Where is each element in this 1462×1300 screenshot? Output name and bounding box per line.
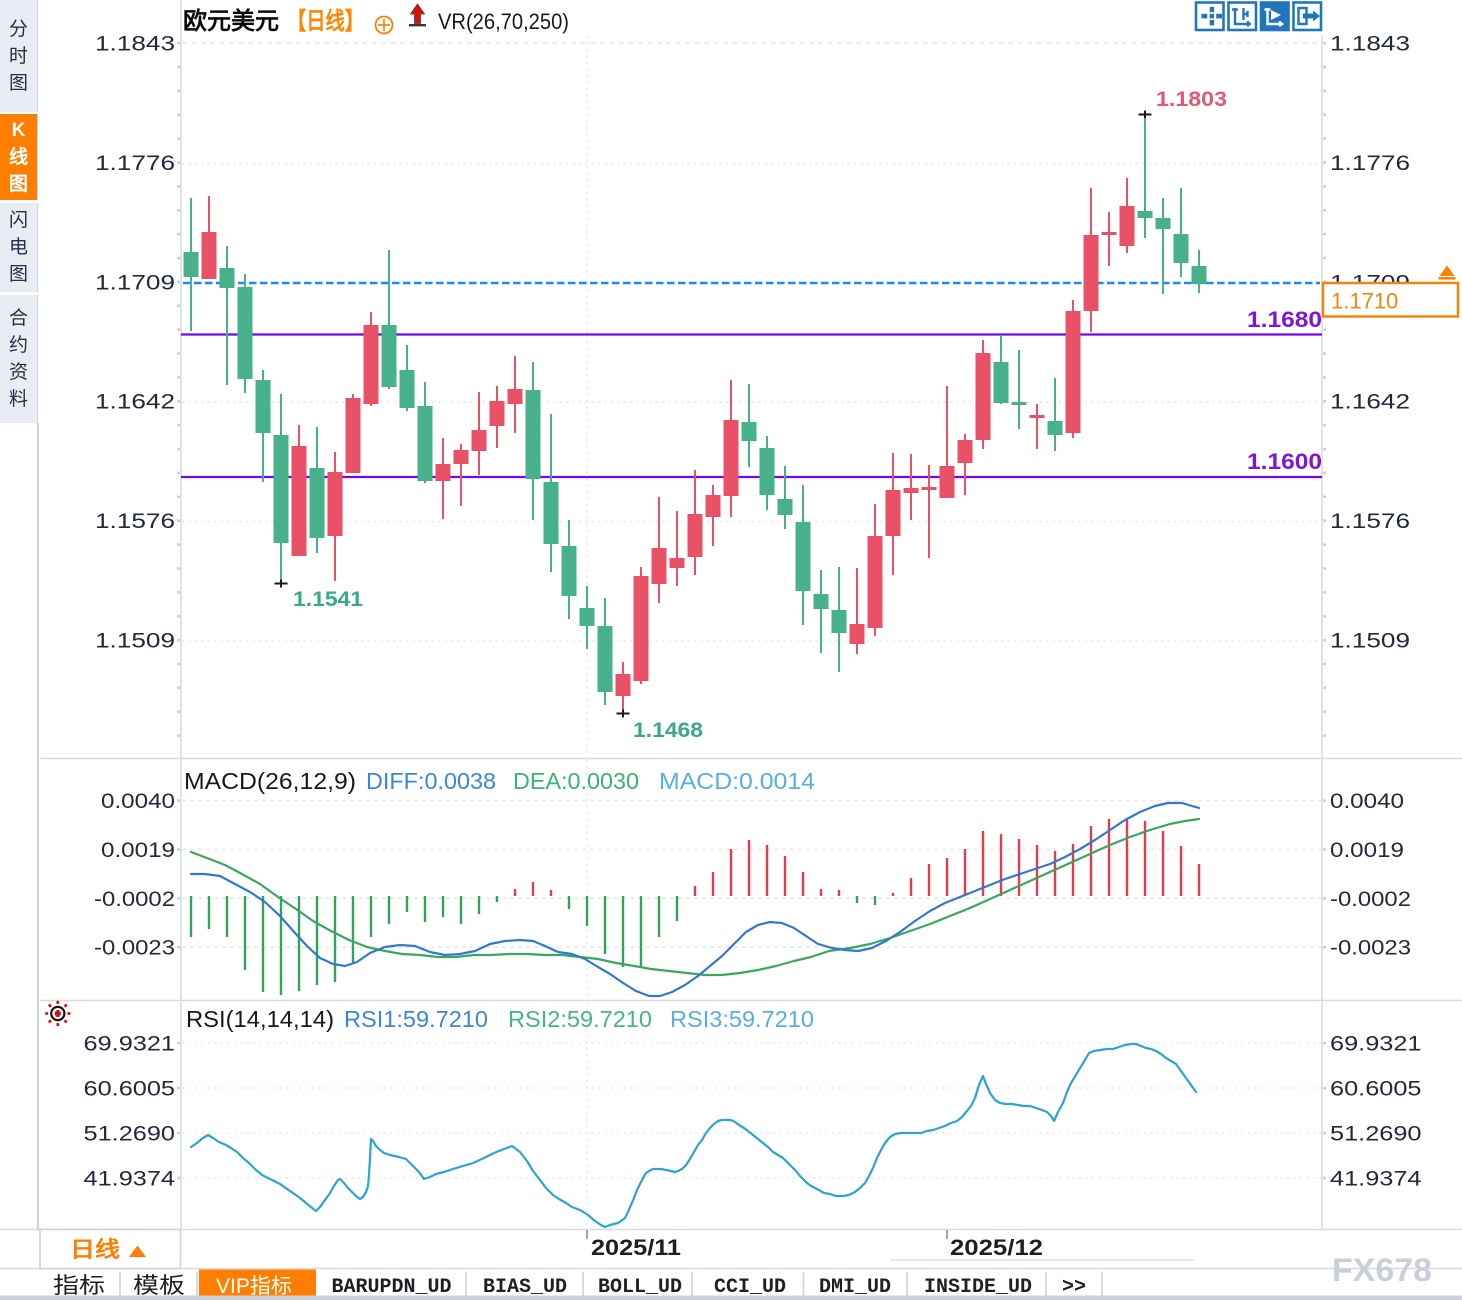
svg-text:RSI(14,14,14): RSI(14,14,14): [186, 1006, 334, 1032]
svg-text:CCI_UD: CCI_UD: [714, 1276, 786, 1299]
svg-text:0.0040: 0.0040: [1330, 789, 1404, 813]
svg-text:>>: >>: [1062, 1276, 1086, 1299]
svg-text:1.1710: 1.1710: [1331, 289, 1398, 314]
svg-text:0.0040: 0.0040: [101, 789, 175, 813]
svg-text:1.1600: 1.1600: [1247, 449, 1322, 474]
svg-text:1.1803: 1.1803: [1156, 88, 1227, 111]
svg-text:1.1776: 1.1776: [95, 151, 175, 175]
svg-text:1.1576: 1.1576: [1330, 509, 1410, 533]
svg-text:60.6005: 60.6005: [1330, 1077, 1422, 1101]
svg-text:1.1680: 1.1680: [1247, 307, 1322, 332]
svg-text:2025/11: 2025/11: [591, 1235, 681, 1260]
svg-text:指标: 指标: [53, 1273, 105, 1298]
svg-text:BIAS_UD: BIAS_UD: [483, 1276, 567, 1299]
svg-text:DMI_UD: DMI_UD: [819, 1276, 891, 1299]
svg-text:1.1843: 1.1843: [1330, 32, 1410, 56]
svg-text:-0.0002: -0.0002: [1330, 887, 1411, 911]
svg-text:-0.0023: -0.0023: [94, 936, 175, 960]
svg-text:RSI1:59.7210: RSI1:59.7210: [344, 1006, 488, 1032]
svg-text:1.1709: 1.1709: [95, 270, 175, 294]
svg-text:-0.0002: -0.0002: [94, 887, 175, 911]
svg-text:2025/12: 2025/12: [950, 1235, 1043, 1260]
svg-text:1.1509: 1.1509: [95, 629, 175, 653]
svg-text:欧元美元: 欧元美元: [183, 7, 279, 35]
svg-text:1.1576: 1.1576: [95, 509, 175, 533]
svg-text:日线: 日线: [70, 1237, 120, 1262]
svg-text:-0.0023: -0.0023: [1330, 936, 1411, 960]
svg-text:69.9321: 69.9321: [84, 1032, 176, 1056]
svg-text:51.2690: 51.2690: [84, 1122, 176, 1146]
svg-text:MACD:0.0014: MACD:0.0014: [659, 768, 815, 794]
svg-text:41.9374: 41.9374: [84, 1167, 176, 1191]
svg-text:1.1776: 1.1776: [1330, 151, 1410, 175]
svg-text:BARUPDN_UD: BARUPDN_UD: [332, 1276, 452, 1299]
svg-text:1.1541: 1.1541: [293, 588, 363, 611]
svg-text:INSIDE_UD: INSIDE_UD: [924, 1276, 1032, 1299]
svg-text:1.1843: 1.1843: [95, 32, 175, 56]
svg-text:1.1642: 1.1642: [95, 390, 175, 414]
svg-text:BOLL_UD: BOLL_UD: [598, 1276, 682, 1299]
svg-text:MACD(26,12,9): MACD(26,12,9): [184, 768, 356, 794]
svg-text:0.0019: 0.0019: [101, 838, 175, 862]
svg-text:RSI3:59.7210: RSI3:59.7210: [670, 1006, 814, 1032]
svg-text:模板: 模板: [133, 1273, 185, 1298]
svg-text:69.9321: 69.9321: [1330, 1032, 1422, 1056]
svg-text:RSI2:59.7210: RSI2:59.7210: [508, 1006, 652, 1032]
svg-text:FX678: FX678: [1332, 1252, 1432, 1288]
svg-text:【日线】: 【日线】: [287, 8, 364, 35]
svg-text:DIFF:0.0038: DIFF:0.0038: [366, 768, 496, 794]
svg-text:VR(26,70,250): VR(26,70,250): [438, 9, 569, 34]
svg-text:VIP指标: VIP指标: [216, 1275, 292, 1298]
svg-text:41.9374: 41.9374: [1330, 1167, 1422, 1191]
svg-text:DEA:0.0030: DEA:0.0030: [513, 768, 639, 794]
svg-text:1.1642: 1.1642: [1330, 390, 1410, 414]
svg-text:1.1509: 1.1509: [1330, 629, 1410, 653]
svg-text:60.6005: 60.6005: [84, 1077, 176, 1101]
svg-text:0.0019: 0.0019: [1330, 838, 1404, 862]
svg-text:51.2690: 51.2690: [1330, 1122, 1422, 1146]
svg-text:1.1468: 1.1468: [633, 719, 703, 742]
